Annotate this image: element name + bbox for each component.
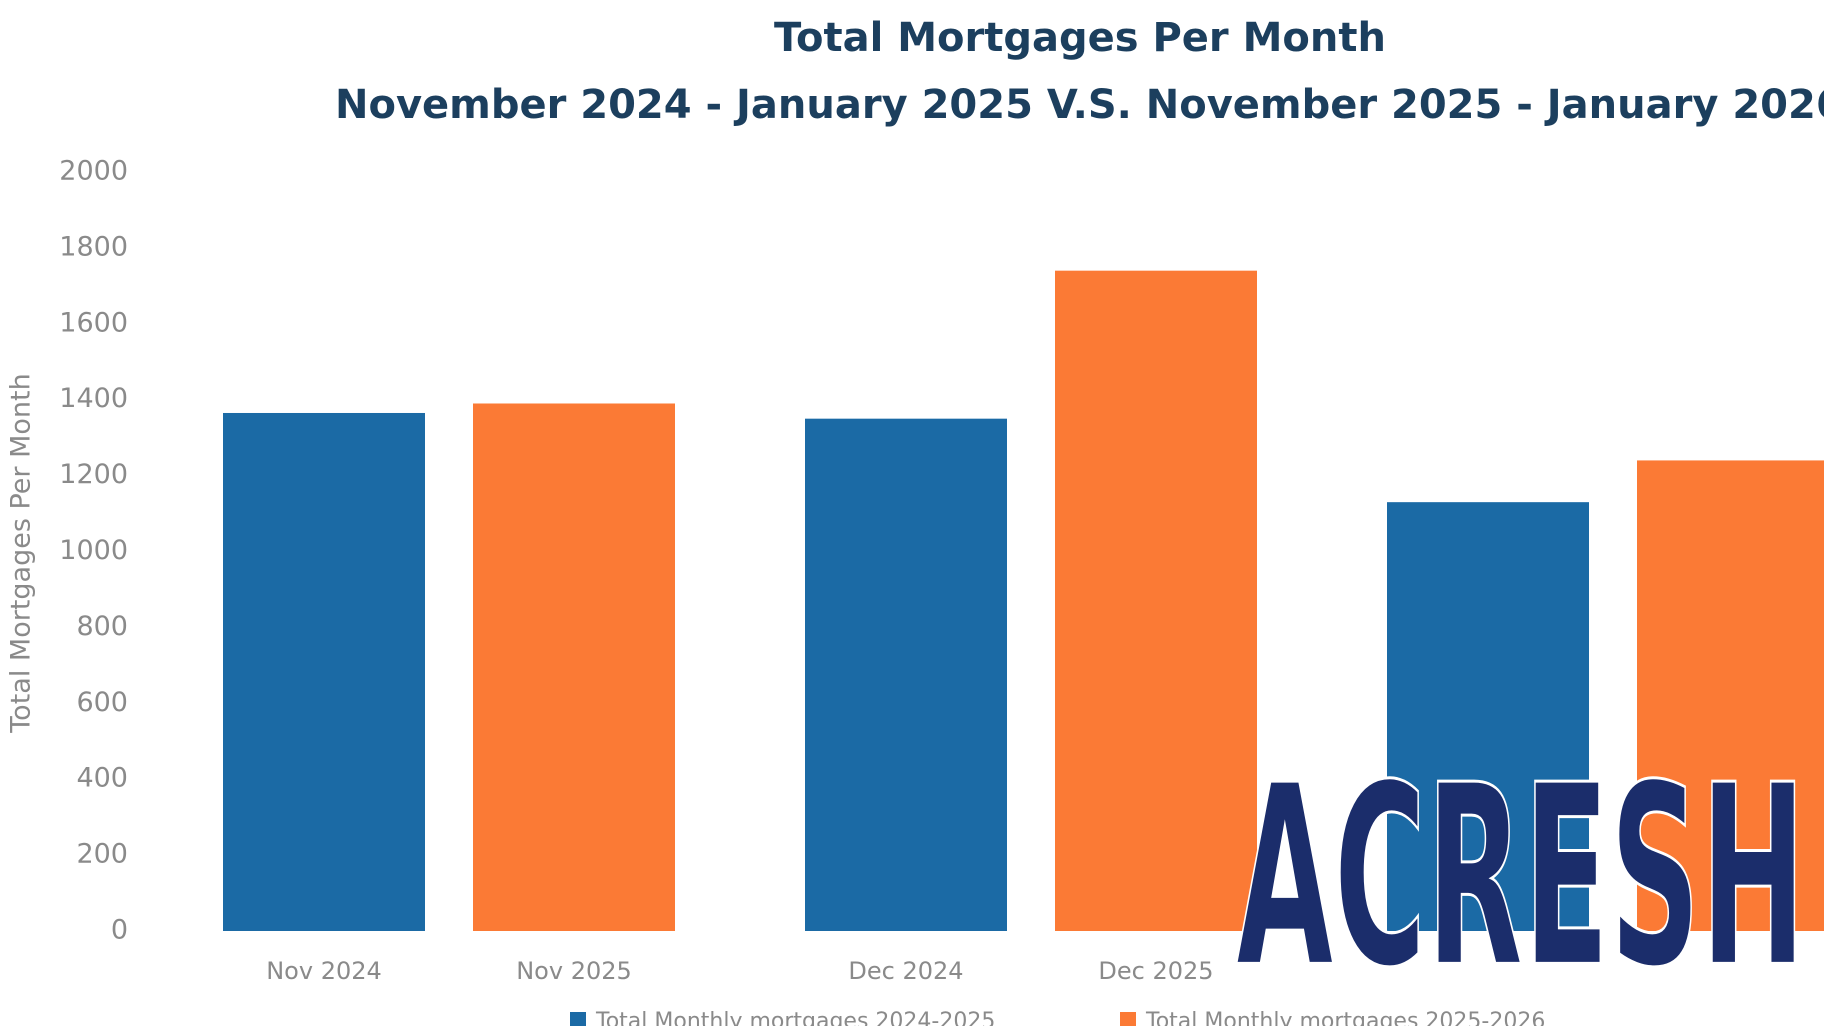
x-tick-label: Dec 2024	[848, 957, 963, 985]
bar	[473, 403, 675, 931]
chart-title: Total Mortgages Per Month	[774, 15, 1386, 61]
y-tick-label: 400	[76, 763, 128, 794]
y-axis-title: Total Mortgages Per Month	[6, 373, 37, 733]
y-tick-label: 600	[76, 687, 128, 718]
legend-label: Total Monthly mortgages 2025-2026	[1145, 1009, 1545, 1026]
bar	[1637, 460, 1824, 931]
y-tick-label: 1400	[59, 383, 128, 414]
bar	[1055, 270, 1257, 931]
watermark: ACRESH	[1236, 731, 1806, 1022]
y-tick-label: 0	[111, 915, 128, 946]
legend-label: Total Monthly mortgages 2024-2025	[595, 1009, 995, 1026]
x-tick-label: Dec 2025	[1098, 957, 1213, 985]
y-tick-label: 1600	[59, 307, 128, 338]
bar	[223, 412, 425, 931]
bar	[805, 418, 1007, 931]
y-tick-label: 1200	[59, 459, 128, 490]
y-tick-label: 2000	[59, 156, 128, 187]
x-tick-label: Nov 2024	[266, 957, 382, 985]
bar	[1387, 502, 1589, 931]
y-tick-label: 1800	[59, 231, 128, 262]
y-tick-label: 200	[76, 839, 128, 870]
legend-swatch	[570, 1012, 586, 1026]
legend-swatch	[1120, 1012, 1136, 1026]
y-tick-label: 800	[76, 611, 128, 642]
y-tick-label: 1000	[59, 535, 128, 566]
x-tick-label: Nov 2025	[516, 957, 632, 985]
chart-subtitle: November 2024 - January 2025 V.S. Novemb…	[335, 82, 1824, 128]
